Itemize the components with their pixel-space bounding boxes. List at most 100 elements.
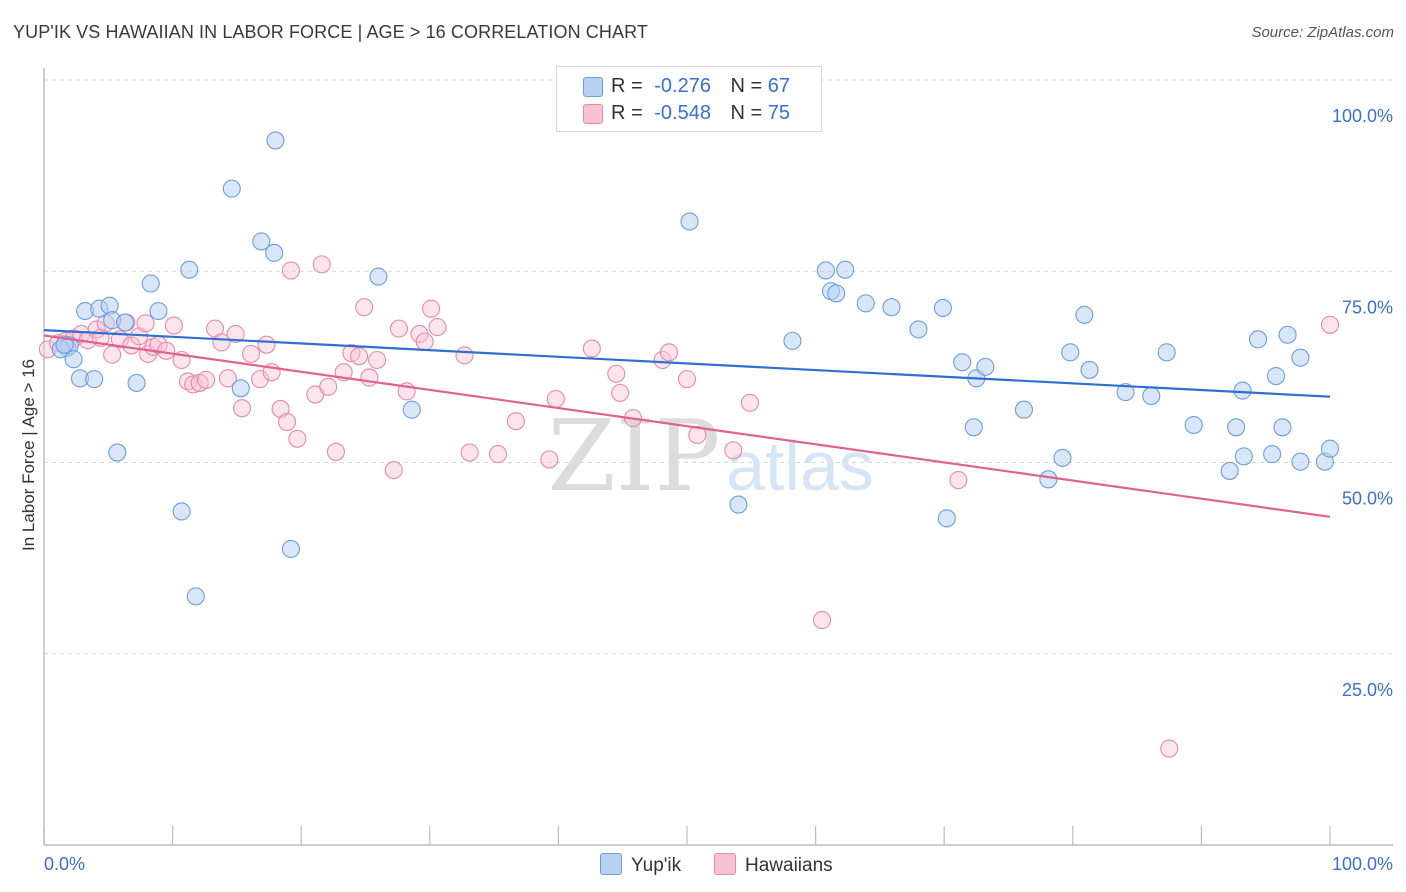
yupik-point xyxy=(115,313,135,332)
watermark-atlas: atlas xyxy=(726,427,874,505)
hawaiians-point xyxy=(226,324,245,344)
n-label: N = xyxy=(730,102,763,124)
yupik-point xyxy=(1278,325,1297,344)
hawaiians-point xyxy=(546,389,565,409)
yupik-point xyxy=(149,301,168,321)
source-credit: Source: ZipAtlas.com xyxy=(1251,24,1394,41)
yupik-point xyxy=(265,243,284,262)
yupik-point xyxy=(836,260,855,279)
hawaiians-point xyxy=(488,445,508,464)
chart-title: YUP'IK VS HAWAIIAN IN LABOR FORCE | AGE … xyxy=(13,22,648,42)
hawaiians-point xyxy=(288,429,307,448)
yupik-point xyxy=(1075,305,1094,324)
yupik-point xyxy=(953,353,972,372)
yupik-point xyxy=(281,539,300,558)
hawaiians-point xyxy=(218,369,237,388)
hawaiians-point xyxy=(312,255,331,274)
y-tick-label: 50.0% xyxy=(1342,489,1393,509)
hawaiians-legend-label: Hawaiians xyxy=(745,855,833,876)
n-label: N = xyxy=(730,75,763,97)
hawaiians-point xyxy=(281,261,300,280)
yupik-point xyxy=(882,298,901,317)
bottom-legend-hawaiians: Hawaiians xyxy=(714,853,833,877)
yupik-swatch xyxy=(583,77,603,97)
yupik-point xyxy=(1080,360,1099,379)
yupik-legend-swatch xyxy=(600,853,622,875)
yupik-point xyxy=(231,379,250,398)
yupik-point xyxy=(266,131,285,150)
watermark: ZIP atlas xyxy=(548,400,874,514)
hawaiians-point xyxy=(122,336,141,355)
yupik-point xyxy=(1142,386,1161,405)
yupik-point xyxy=(1291,452,1310,471)
yupik-point xyxy=(1291,348,1310,367)
yupik-point xyxy=(1234,447,1253,466)
hawaiians-point xyxy=(1320,315,1340,334)
yupik-point xyxy=(222,179,241,198)
hawaiians-point xyxy=(350,347,369,366)
yupik-point xyxy=(1061,343,1080,362)
hawaiians-point xyxy=(103,345,122,364)
hawaiians-point xyxy=(740,393,760,412)
hawaiians-point xyxy=(812,611,832,630)
axes xyxy=(43,68,1393,846)
yupik-n-value: 67 xyxy=(767,75,791,97)
yupik-point xyxy=(729,495,748,514)
hawaiians-point xyxy=(278,412,297,432)
yupik-point xyxy=(1263,445,1282,464)
hawaiians-point xyxy=(178,372,198,391)
r-label: R = xyxy=(611,75,643,97)
hawaiians-n-value: 75 xyxy=(767,102,791,124)
hawaiians-point xyxy=(250,370,270,389)
hawaiians-point xyxy=(659,343,679,362)
hawaiians-point xyxy=(389,319,408,338)
hawaiians-point xyxy=(1160,739,1179,758)
hawaiians-point xyxy=(319,377,338,396)
hawaiians-point xyxy=(368,350,387,370)
hawaiians-point xyxy=(540,450,559,469)
hawaiians-points xyxy=(38,255,1340,758)
hawaiians-swatch xyxy=(583,104,603,124)
yupik-r-value: -0.276 xyxy=(654,75,711,97)
yupik-point xyxy=(1273,418,1292,437)
yupik-point xyxy=(1220,461,1239,480)
yupik-point xyxy=(816,261,835,280)
yupik-legend-label: Yup'ik xyxy=(631,855,682,876)
yupik-point xyxy=(64,350,83,369)
yupik-point xyxy=(369,267,388,286)
hawaiians-point xyxy=(415,332,434,351)
hawaiians-point xyxy=(607,364,626,383)
x-tick-label: 100.0% xyxy=(1332,854,1393,874)
hawaiians-point xyxy=(355,298,374,317)
hawaiians-point xyxy=(724,441,743,460)
hawaiians-point xyxy=(196,370,216,389)
yupik-point xyxy=(252,232,271,251)
stats-legend: R = -0.276 N = 67 R = -0.548 N = 75 xyxy=(556,66,822,132)
yupik-point xyxy=(127,373,146,392)
yupik-point xyxy=(1184,415,1203,435)
yupik-point xyxy=(856,294,875,313)
hawaiians-point xyxy=(232,399,252,418)
hawaiians-point xyxy=(326,442,345,461)
hawaiians-point xyxy=(428,318,447,337)
yupik-point xyxy=(180,260,199,279)
hawaiians-point xyxy=(422,299,441,318)
yupik-point xyxy=(1039,470,1058,489)
hawaiians-point xyxy=(653,350,672,370)
yupik-point xyxy=(680,212,699,231)
yupik-point xyxy=(827,284,846,303)
yupik-point xyxy=(1157,343,1176,362)
yupik-point xyxy=(1320,439,1340,458)
y-tick-label: 25.0% xyxy=(1342,680,1393,700)
hawaiians-point xyxy=(384,461,403,480)
x-tick-label: 0.0% xyxy=(44,854,85,874)
y-tick-label: 75.0% xyxy=(1342,297,1393,317)
hawaiians-point xyxy=(688,425,707,445)
yupik-point xyxy=(108,443,127,462)
yupik-point xyxy=(964,418,983,437)
y-tick-labels: 25.0% 50.0% 75.0% 100.0% xyxy=(1332,106,1393,700)
yupik-point xyxy=(1248,330,1268,349)
yupik-point xyxy=(141,274,160,293)
yupik-point xyxy=(1053,448,1072,467)
